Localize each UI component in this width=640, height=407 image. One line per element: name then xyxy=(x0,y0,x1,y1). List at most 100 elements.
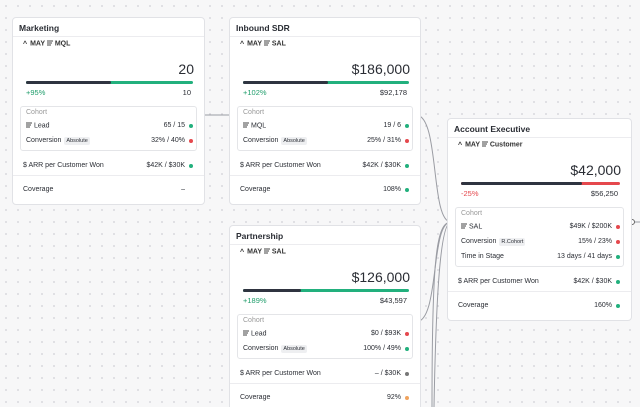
badge: R.Cohort xyxy=(499,238,526,246)
change: +189% xyxy=(243,296,267,305)
status-dot xyxy=(189,124,193,128)
amount: $42,000 xyxy=(570,162,621,178)
metric-label: $ ARR per Customer Won xyxy=(23,162,104,169)
period: MAY xyxy=(247,248,262,256)
metric-label: Coverage xyxy=(240,186,271,193)
cohort-row-label: SAL xyxy=(461,223,482,231)
metric-label: $ ARR per Customer Won xyxy=(240,370,321,377)
cohort-row-value: 19 / 6 xyxy=(383,122,401,129)
status-dot xyxy=(189,164,193,168)
row-label: SAL xyxy=(469,223,483,231)
cohort-row-label: Conversion Absolute xyxy=(243,137,307,145)
status-dot xyxy=(405,332,409,336)
metric-value: 92% xyxy=(386,394,401,401)
row-label: Conversion xyxy=(243,345,279,352)
divider xyxy=(230,244,420,245)
cohort-row-value: $49K / $200K xyxy=(569,223,612,230)
status-dot xyxy=(405,124,409,128)
card-title: Inbound SDR xyxy=(236,23,290,33)
cohort-label: Cohort xyxy=(243,109,265,116)
target: 10 xyxy=(182,88,191,97)
period: MAY xyxy=(465,141,480,149)
stage: SAL xyxy=(271,40,286,48)
row-label: MQL xyxy=(251,122,267,130)
row-label: Conversion xyxy=(243,137,279,144)
metric-value: – / $30K xyxy=(374,370,401,377)
metric-value: 108% xyxy=(383,186,401,193)
metric-label: Coverage xyxy=(23,186,54,193)
metric-value: $42K / $30K xyxy=(573,278,612,285)
metric-label: $ ARR per Customer Won xyxy=(458,278,539,285)
cohort-box xyxy=(20,106,197,151)
status-dot xyxy=(405,164,409,168)
divider xyxy=(13,175,204,176)
row-label: Conversion xyxy=(461,238,497,245)
change: +95% xyxy=(26,88,46,97)
metric-value: 160% xyxy=(594,302,612,309)
status-dot xyxy=(616,255,620,259)
divider xyxy=(230,36,420,37)
period: MAY xyxy=(30,40,45,48)
target: $92,178 xyxy=(379,88,407,97)
metric-label: $ ARR per Customer Won xyxy=(240,162,321,169)
cohort-row-label: Conversion R.Cohort xyxy=(461,238,526,246)
stage-card[interactable]: Account Executive ^ MAY Customer $42,000 -25… xyxy=(447,118,632,321)
status-dot xyxy=(405,372,409,376)
row-label: Time in Stage xyxy=(461,253,504,260)
badge: Absolute xyxy=(64,137,90,145)
amount: $126,000 xyxy=(351,269,410,285)
cohort-row-value: 13 days / 41 days xyxy=(557,253,612,260)
cohort-box xyxy=(237,106,413,151)
cohort-row-value: 15% / 23% xyxy=(578,238,612,245)
progress-track xyxy=(243,289,409,292)
cohort-label: Cohort xyxy=(461,210,483,217)
metric-label: Coverage xyxy=(240,394,271,401)
cohort-row-label: Conversion Absolute xyxy=(26,137,90,145)
cohort-row-label: Time in Stage xyxy=(461,253,504,260)
metric-value: – xyxy=(181,186,185,193)
status-dot xyxy=(616,225,620,229)
cohort-box xyxy=(237,314,413,359)
divider xyxy=(448,291,631,292)
stage-row: ^ MAY SAL xyxy=(240,40,286,48)
edge xyxy=(431,221,452,407)
status-dot xyxy=(405,347,409,351)
cohort-row-value: $0 / $93K xyxy=(371,330,401,337)
cohort-row-value: 100% / 49% xyxy=(363,345,401,352)
change: -25% xyxy=(461,189,479,198)
change: +102% xyxy=(243,88,267,97)
progress-fill xyxy=(461,182,582,185)
stage-row: ^ MAY SAL xyxy=(240,248,286,256)
stage: SAL xyxy=(271,248,286,256)
stage-row: ^ MAY MQL xyxy=(23,40,71,48)
stage-card[interactable]: Marketing ^ MAY MQL 20 +95% 10 Cohort Lead 65 / … xyxy=(12,17,205,205)
divider xyxy=(230,383,420,384)
stage-row: ^ MAY Customer xyxy=(458,141,523,149)
stage-card[interactable]: Partnership ^ MAY SAL $126,000 +189% $43,597 C… xyxy=(229,225,421,407)
metric-value: $42K / $30K xyxy=(362,162,401,169)
metric-value: $42K / $30K xyxy=(146,162,185,169)
status-dot xyxy=(616,280,620,284)
stage: Customer xyxy=(489,141,523,149)
target: $43,597 xyxy=(379,296,407,305)
stage-card[interactable]: Inbound SDR ^ MAY SAL $186,000 +102% $92,178 C… xyxy=(229,17,421,205)
status-dot xyxy=(405,139,409,143)
divider xyxy=(230,175,420,176)
cohort-row-label: MQL xyxy=(243,122,266,130)
status-dot xyxy=(189,139,193,143)
status-dot xyxy=(616,240,620,244)
stage: MQL xyxy=(54,40,71,48)
cohort-label: Cohort xyxy=(26,109,48,116)
period: MAY xyxy=(247,40,262,48)
cohort-label: Cohort xyxy=(243,317,265,324)
divider xyxy=(448,137,631,138)
card-title: Marketing xyxy=(19,23,60,33)
target: $56,250 xyxy=(590,189,618,198)
status-dot xyxy=(616,304,620,308)
badge: Absolute xyxy=(281,345,307,353)
cohort-box xyxy=(455,207,624,267)
status-dot xyxy=(405,188,409,192)
status-dot xyxy=(405,396,409,400)
card-title: Partnership xyxy=(236,231,284,241)
